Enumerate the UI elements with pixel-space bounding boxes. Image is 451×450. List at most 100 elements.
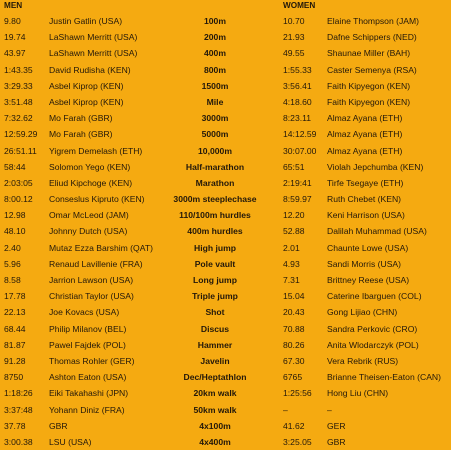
- women-mark: 15.04: [283, 291, 305, 302]
- women-mark: 67.30: [283, 355, 305, 366]
- table-row: 2:03:05 Eliud Kipchoge (KEN) Marathon 2:19:…: [0, 175, 451, 191]
- women-name: Faith Kipyegon (KEN): [327, 80, 411, 91]
- men-name: Eliud Kipchoge (KEN): [49, 177, 133, 188]
- women-mark: 52.88: [283, 226, 305, 237]
- men-name: Solomon Yego (KEN): [49, 161, 131, 172]
- women-name: Gong Lijiao (CHN): [327, 307, 398, 318]
- table-row: 12.98 Omar McLeod (JAM) 110/100m hurdles 12…: [0, 207, 451, 223]
- men-name: Mutaz Ezza Barshim (QAT): [49, 242, 153, 253]
- women-mark: 65:51: [283, 161, 305, 172]
- table-row: 48.10 Johnny Dutch (USA) 400m hurdles 52.88…: [0, 223, 451, 239]
- event-name: Long jump: [193, 275, 237, 285]
- women-name: Tirfe Tsegaye (ETH): [327, 177, 404, 188]
- table-row: 17.78 Christian Taylor (USA) Triple jump 15…: [0, 288, 451, 304]
- table-row: 81.87 Pawel Fajdek (POL) Hammer 80.26 Anita …: [0, 337, 451, 353]
- women-name: Dalilah Muhammad (USA): [327, 226, 427, 237]
- women-name: Almaz Ayana (ETH): [327, 129, 403, 140]
- women-mark: 14:12.59: [283, 129, 317, 140]
- men-name: LaShawn Merritt (USA): [49, 48, 138, 59]
- men-mark: 2.40: [4, 242, 21, 253]
- women-mark: 8:23.11: [283, 113, 312, 124]
- men-name: Christian Taylor (USA): [49, 291, 134, 302]
- men-mark: 1:18:26: [4, 388, 33, 399]
- women-name: Shaunae Miller (BAH): [327, 48, 411, 59]
- men-name: Jarrion Lawson (USA): [49, 275, 134, 285]
- men-name: GBR: [49, 420, 68, 431]
- men-name: LaShawn Merritt (USA): [49, 32, 138, 43]
- women-mark: 4:18.60: [283, 96, 312, 107]
- event-name: 1500m: [201, 80, 229, 91]
- event-name: High jump: [193, 242, 236, 253]
- men-mark: 58:44: [4, 161, 26, 172]
- women-mark: 3:56.41: [283, 80, 312, 91]
- women-name: GBR: [327, 436, 346, 447]
- men-name: Renaud Lavillenie (FRA): [49, 258, 143, 269]
- men-mark: 2:03:05: [4, 177, 33, 188]
- men-header: MEN: [4, 1, 23, 10]
- event-name: 400m: [204, 48, 226, 59]
- table-row: 5.96 Renaud Lavillenie (FRA) Pole vault 4.9…: [0, 256, 451, 272]
- women-name: Caster Semenya (RSA): [327, 64, 417, 75]
- women-mark: 3:25.05: [283, 436, 312, 447]
- men-mark: 1:43.35: [4, 64, 33, 75]
- table-row: 43.97 LaShawn Merritt (USA) 400m 49.55 Shaun…: [0, 45, 451, 61]
- women-name: Ruth Chebet (KEN): [327, 194, 402, 205]
- men-mark: 81.87: [4, 339, 26, 350]
- event-name: 20km walk: [193, 388, 237, 399]
- women-name: Sandra Perkovic (CRO): [327, 323, 418, 334]
- men-name: Asbel Kiprop (KEN): [49, 80, 124, 91]
- men-name: Pawel Fajdek (POL): [49, 339, 126, 350]
- men-name: Conseslus Kipruto (KEN): [49, 194, 145, 205]
- results-rows: 9.80 Justin Gatlin (USA) 100m 10.70 Elaine T…: [0, 13, 451, 450]
- event-name: 10,000m: [198, 145, 232, 156]
- men-mark: 19.74: [4, 32, 26, 43]
- men-name: David Rudisha (KEN): [49, 64, 131, 75]
- event-name: 3000m: [201, 113, 229, 124]
- men-name: Yigrem Demelash (ETH): [49, 145, 143, 156]
- women-header: WOMEN: [283, 1, 316, 10]
- event-name: Marathon: [195, 177, 235, 188]
- women-mark: 1:55.33: [283, 64, 312, 75]
- event-name: Half-marathon: [185, 161, 245, 172]
- men-mark: 12:59.29: [4, 129, 38, 140]
- women-mark: 12.20: [283, 210, 305, 221]
- table-row: 12:59.29 Mo Farah (GBR) 5000m 14:12.59 Almaz…: [0, 126, 451, 142]
- table-row: 8.58 Jarrion Lawson (USA) Long jump 7.31 Bri…: [0, 272, 451, 288]
- women-mark: 21.93: [283, 32, 305, 43]
- women-name: Keni Harrison (USA): [327, 210, 405, 221]
- women-name: Faith Kipyegon (KEN): [327, 96, 411, 107]
- men-mark: 43.97: [4, 48, 26, 59]
- event-name: Mile: [206, 96, 224, 107]
- men-name: Mo Farah (GBR): [49, 113, 113, 124]
- women-mark: 30:07.00: [283, 145, 317, 156]
- event-name: 400m hurdles: [187, 226, 243, 237]
- event-name: 100m: [204, 16, 226, 26]
- event-name: Dec/Heptathlon: [183, 372, 247, 383]
- event-name: Hammer: [197, 339, 233, 350]
- women-name: Sandi Morris (USA): [327, 258, 402, 269]
- men-name: Omar McLeod (JAM): [49, 210, 129, 221]
- men-mark: 3:29.33: [4, 80, 33, 91]
- men-mark: 8750: [4, 372, 24, 383]
- event-name: 4x100m: [199, 420, 231, 431]
- men-mark: 12.98: [4, 210, 26, 221]
- men-name: Johnny Dutch (USA): [49, 226, 128, 237]
- table-row: 26:51.11 Yigrem Demelash (ETH) 10,000m 30:0…: [0, 143, 451, 159]
- men-mark: 68.44: [4, 323, 26, 334]
- table-row: 7:32.62 Mo Farah (GBR) 3000m 8:23.11 Almaz A…: [0, 110, 451, 126]
- event-name: 110/100m hurdles: [179, 210, 251, 221]
- event-name: 5000m: [201, 129, 229, 140]
- table-row: 3:29.33 Asbel Kiprop (KEN) 1500m 3:56.41 Fai…: [0, 78, 451, 94]
- table-row: 58:44 Solomon Yego (KEN) Half-marathon 65:5…: [0, 159, 451, 175]
- table-row: 9.80 Justin Gatlin (USA) 100m 10.70 Elaine T…: [0, 13, 451, 29]
- women-name: Vera Rebrik (RUS): [327, 355, 399, 366]
- men-mark: 17.78: [4, 291, 26, 302]
- women-mark: 6765: [283, 372, 303, 383]
- results-table: MEN WOMEN 9.80 Justin Gatlin (USA) 100m 10.…: [4, 1, 441, 447]
- men-mark: 26:51.11: [4, 145, 37, 156]
- men-mark: 9.80: [4, 16, 21, 26]
- men-name: Philip Milanov (BEL): [49, 323, 127, 334]
- men-mark: 91.28: [4, 355, 26, 366]
- women-mark: 41.62: [283, 420, 305, 431]
- table-row: 2.40 Mutaz Ezza Barshim (QAT) High jump 2.0…: [0, 240, 451, 256]
